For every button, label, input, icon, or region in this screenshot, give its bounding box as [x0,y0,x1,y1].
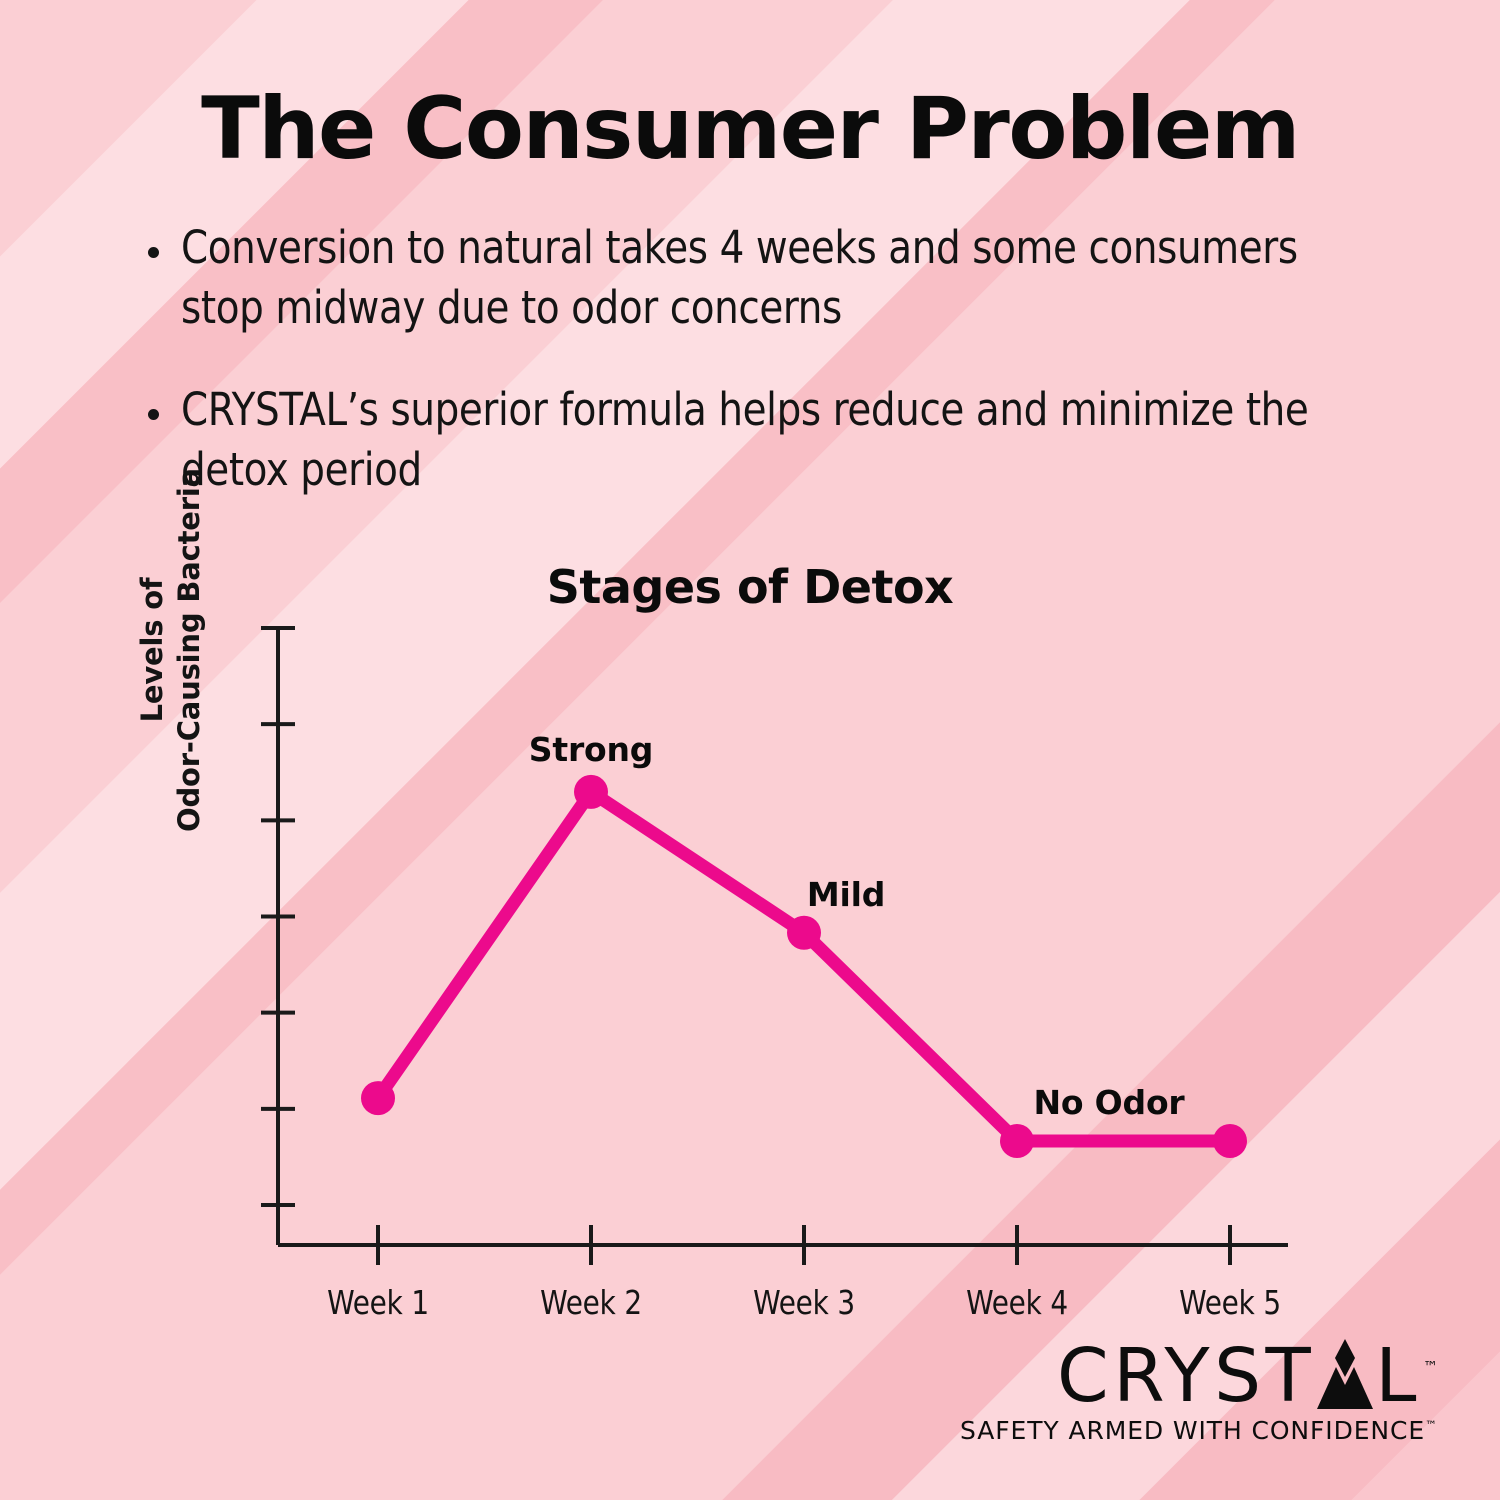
bullet-list: Conversion to natural takes 4 weeks and … [148,218,1378,541]
data-point-marker [574,774,608,809]
page-title: The Consumer Problem [201,79,1300,179]
logo-letters-after-a: L [1375,1332,1421,1419]
data-point-marker [1213,1124,1247,1158]
list-item: CRYSTAL’s superior formula helps reduce … [148,380,1378,500]
list-item: Conversion to natural takes 4 weeks and … [148,218,1378,338]
x-axis-tick-label: Week 2 [540,1283,642,1322]
logo-wordmark: CRYST L ™ [960,1332,1438,1419]
chart-point-label: Strong [528,729,654,769]
logo-letters-before-a: CRYST [1057,1332,1316,1419]
crystal-a-icon [1317,1339,1374,1409]
bullet-text: CRYSTAL’s superior formula helps reduce … [181,382,1309,496]
crystal-logo: CRYST L ™ SAFETY ARMED WITH CONFIDENCE™ [960,1337,1438,1445]
x-axis-tick-label: Week 3 [753,1283,855,1322]
chart-plot-area [261,626,1288,1265]
chart-title: Stages of Detox [546,560,954,614]
logo-tagline-trademark: ™ [1425,1418,1438,1433]
bullet-text: Conversion to natural takes 4 weeks and … [181,221,1298,334]
chart-point-label: Mild [806,874,886,914]
logo-tagline-text: SAFETY ARMED WITH CONFIDENCE [960,1416,1426,1445]
x-axis-tick-label: Week 4 [966,1283,1068,1322]
detox-line-chart: Stages of Detox Levels of Odor-Causing B… [0,468,1500,1322]
chart-point-label: No Odor [1033,1083,1185,1122]
bullet-dot-icon [148,408,159,420]
data-point-marker [361,1081,395,1116]
data-point-marker [787,915,821,950]
bullet-dot-icon [148,247,159,258]
logo-trademark: ™ [1423,1358,1438,1376]
x-axis-tick-label: Week 1 [327,1283,429,1322]
x-axis-tick-label: Week 5 [1179,1283,1281,1322]
logo-tagline: SAFETY ARMED WITH CONFIDENCE™ [960,1416,1438,1445]
data-point-marker [1000,1124,1034,1158]
